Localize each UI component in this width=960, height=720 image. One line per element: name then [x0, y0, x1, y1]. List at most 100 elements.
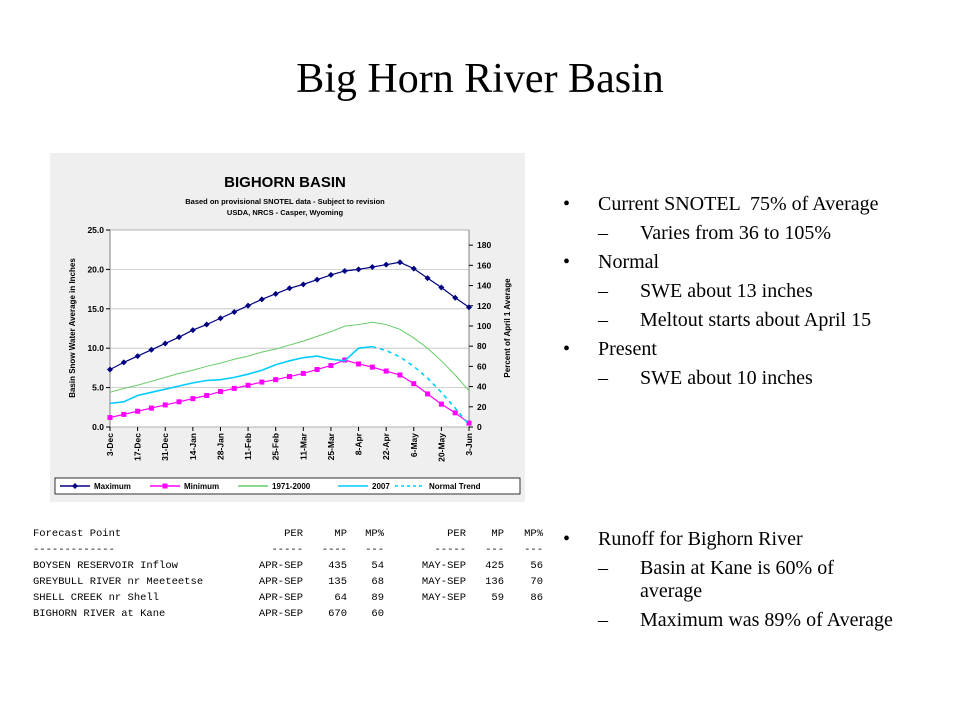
table-cell: 59: [491, 592, 504, 604]
bullet-text: Maximum was 89% of Average: [640, 609, 893, 631]
bullet-item: – Basin at Kane is 60% of average: [560, 557, 900, 603]
bullet-text: Runoff for Bighorn River: [598, 528, 803, 550]
point: [397, 372, 403, 378]
y2-tick-label: 180: [477, 240, 491, 250]
bullet-item: – SWE about 10 inches: [560, 367, 900, 390]
x-tick-label: 25-Mar: [326, 432, 336, 460]
y2-tick-label: 100: [477, 321, 491, 331]
table-cell: MP: [334, 528, 347, 540]
point: [120, 359, 127, 366]
table-cell: 56: [530, 560, 543, 572]
bullet-symbol: •: [563, 528, 571, 550]
bullet-symbol: –: [598, 280, 608, 302]
y2-tick-label: 20: [477, 402, 487, 412]
bullet-symbol: –: [598, 367, 608, 389]
legend-label: Maximum: [94, 482, 131, 491]
x-tick-label: 28-Jan: [215, 433, 225, 460]
legend-marker: [162, 483, 168, 489]
x-tick-label: 8-Apr: [354, 432, 364, 455]
y-tick-label: 0.0: [92, 422, 104, 432]
point: [314, 366, 320, 372]
point: [121, 411, 127, 417]
table-cell: 64: [334, 592, 347, 604]
table-cell: GREYBULL RIVER nr Meeteetse: [33, 576, 203, 588]
y2-tick-label: 160: [477, 260, 491, 270]
table-cell: APR-SEP: [259, 576, 303, 588]
table-cell: APR-SEP: [259, 592, 303, 604]
table-cell: MP%: [365, 528, 385, 540]
point: [273, 377, 279, 383]
slide-title: Big Horn River Basin: [296, 56, 663, 102]
x-tick-label: 22-Apr: [381, 432, 391, 460]
point: [148, 405, 154, 411]
point: [231, 385, 237, 391]
bullet-item: • Normal: [560, 251, 900, 274]
plot-area: [109, 229, 470, 428]
point: [148, 346, 155, 353]
y-tick-label: 25.0: [87, 225, 104, 235]
x-tick-label: 11-Feb: [243, 433, 253, 460]
point: [466, 304, 472, 311]
bullet-group: • Runoff for Bighorn River – Basin at Kane …: [560, 528, 900, 638]
point: [300, 370, 306, 376]
x-tick-label: 17-Dec: [133, 433, 143, 461]
bullet-text: Current SNOTEL 75% of Average: [598, 193, 879, 215]
point: [369, 364, 375, 370]
table-cell: 54: [371, 560, 384, 572]
point: [452, 294, 459, 301]
point: [438, 284, 445, 291]
point: [356, 361, 362, 367]
bullet-item: – Maximum was 89% of Average: [560, 609, 900, 632]
table-cell: MAY-SEP: [422, 576, 466, 588]
y-axis-label: Basin Snow Water Average in Inches: [68, 258, 77, 398]
table-cell: MAY-SEP: [422, 592, 466, 604]
bullet-symbol: •: [563, 338, 571, 360]
point: [176, 334, 183, 341]
bullet-symbol: –: [598, 609, 608, 631]
table-cell: PER: [447, 528, 467, 540]
x-tick-label: 11-Mar: [298, 432, 308, 460]
series-line: [109, 345, 373, 405]
table-cell: ---: [485, 544, 504, 556]
bullet-item: • Runoff for Bighorn River: [560, 528, 900, 551]
x-tick-label: 25-Feb: [271, 433, 281, 460]
point: [245, 382, 251, 388]
table-cell: ---: [365, 544, 384, 556]
y-tick-label: 15.0: [87, 304, 104, 314]
point: [466, 420, 472, 426]
point: [190, 396, 196, 402]
table-cell: BIGHORN RIVER at Kane: [33, 608, 165, 620]
table-cell: SHELL CREEK nr Shell: [33, 592, 159, 604]
y2-tick-label: 0: [477, 422, 482, 432]
point: [258, 296, 265, 303]
table-cell: BOYSEN RESERVOIR Inflow: [33, 560, 179, 572]
table-cell: PER: [284, 528, 304, 540]
y-tick-label: 5.0: [92, 383, 104, 393]
point: [189, 327, 196, 334]
table-cell: ---: [524, 544, 543, 556]
table-cell: MP%: [524, 528, 544, 540]
table-cell: -----: [434, 544, 466, 556]
point: [204, 392, 210, 398]
series-line: [372, 345, 470, 426]
point: [314, 276, 321, 283]
point: [424, 275, 431, 282]
legend-box: [54, 477, 521, 495]
bullet-text: Present: [598, 338, 657, 360]
point: [162, 402, 168, 408]
legend-label: Minimum: [184, 482, 219, 491]
x-tick-label: 3-Dec: [105, 433, 115, 456]
point: [341, 267, 348, 274]
point: [369, 264, 376, 271]
x-tick-label: 20-May: [436, 433, 446, 462]
bullet-text: Varies from 36 to 105%: [640, 222, 832, 244]
bullet-symbol: –: [598, 557, 608, 579]
point: [287, 374, 292, 380]
point: [107, 366, 113, 373]
point: [176, 399, 182, 405]
y2-tick-label: 140: [477, 281, 491, 291]
bullet-symbol: –: [598, 222, 608, 244]
point: [217, 389, 223, 395]
chart-subtitle: USDA, NRCS - Casper, Wyoming: [227, 208, 344, 217]
